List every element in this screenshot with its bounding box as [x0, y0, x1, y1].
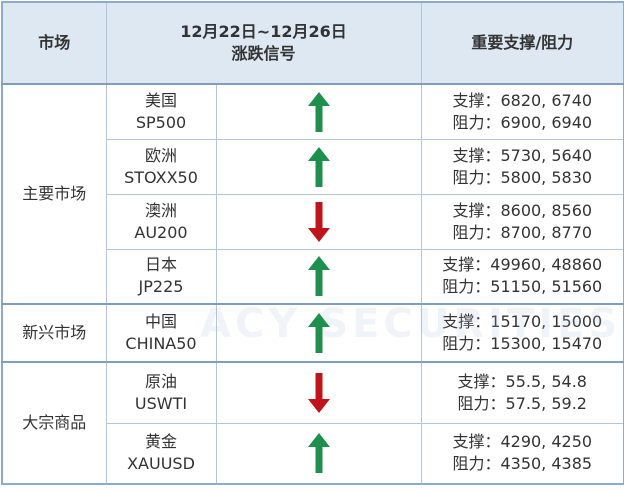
market-code: SP500 — [135, 112, 187, 132]
signal-arrow — [307, 256, 330, 297]
signal-cell — [215, 193, 422, 250]
market-name: 美国 — [144, 90, 177, 110]
market-code: XAUUSD — [127, 454, 195, 474]
market-name: 中国 — [144, 312, 177, 331]
market-code: STOXX50 — [124, 167, 198, 187]
market-name: 黄金 — [144, 432, 177, 452]
support: 支撑：49960, 48860 — [442, 255, 603, 275]
levels-cell: 支撑：15170, 15000 阻力：15300, 15470 — [420, 303, 624, 363]
signal-cell — [215, 83, 422, 140]
levels-cell: 支撑：6820, 6740 阻力：6900, 6940 — [420, 83, 624, 140]
support: 支撑：55.5, 54.8 — [457, 371, 587, 391]
support: 支撑：5730, 5640 — [452, 145, 593, 165]
support: 支撑：8600, 8560 — [452, 200, 593, 220]
signal-arrow — [307, 146, 330, 187]
header-period: 12月22日~12月26日 — [180, 22, 347, 41]
row: 大宗商品 原油 USWTI 支撑：55.5, 54.8 阻力：57.5, 59.2 — [1, 361, 624, 485]
group-name: 主要市场 — [1, 83, 107, 305]
market-name: 澳洲 — [144, 200, 177, 220]
support: 支撑：4290, 4250 — [452, 432, 593, 452]
market-cell: 黄金 XAUUSD — [105, 422, 217, 485]
market-name: 原油 — [144, 371, 177, 391]
market-cell: 美国 SP500 — [105, 83, 217, 140]
header-signal: 12月22日~12月26日 涨跌信号 — [105, 1, 422, 85]
row: 澳洲 AU200 支撑：8600, 8560 阻力：8700, 8770 — [2, 193, 624, 250]
resistance: 阻力：8700, 8770 — [452, 222, 593, 242]
market-name: 日本 — [144, 255, 177, 275]
signal-arrow — [307, 91, 330, 132]
signal-cell — [215, 422, 422, 485]
signal-arrow — [307, 372, 330, 413]
signal-arrow — [307, 433, 330, 474]
levels-cell: 支撑：8600, 8560 阻力：8700, 8770 — [420, 193, 624, 250]
group-name: 新兴市场 — [1, 303, 107, 363]
resistance: 阻力：15300, 15470 — [442, 334, 603, 353]
signal-arrow — [307, 313, 330, 353]
header-row: 市场 12月22日~12月26日 涨跌信号 重要支撑/阻力 — [1, 1, 624, 85]
resistance: 阻力：6900, 6940 — [452, 112, 593, 132]
signal-arrow — [307, 201, 330, 242]
resistance: 阻力：57.5, 59.2 — [457, 393, 587, 413]
levels-cell: 支撑：5730, 5640 阻力：5800, 5830 — [420, 138, 624, 195]
signal-cell — [215, 248, 422, 305]
group-name: 大宗商品 — [1, 361, 107, 485]
levels-cell: 支撑：55.5, 54.8 阻力：57.5, 59.2 — [420, 361, 624, 424]
market-code: AU200 — [134, 222, 188, 242]
support: 支撑：15170, 15000 — [442, 312, 603, 331]
market-cell: 中国 CHINA50 — [105, 303, 217, 363]
row: 日本 JP225 支撑：49960, 48860 阻力：51150, 51560 — [2, 248, 624, 305]
market-code: JP225 — [138, 277, 184, 297]
levels-cell: 支撑：49960, 48860 阻力：51150, 51560 — [420, 248, 624, 305]
market-cell: 澳洲 AU200 — [105, 193, 217, 250]
market-code: USWTI — [134, 393, 188, 413]
header-signal-label: 涨跌信号 — [231, 44, 296, 63]
resistance: 阻力：4350, 4385 — [452, 454, 593, 474]
row: 主要市场 美国 SP500 支撑：6820, 6740 阻力：6900, 6940 — [1, 83, 624, 305]
market-code: CHINA50 — [125, 334, 197, 353]
resistance: 阻力：51150, 51560 — [442, 277, 603, 297]
market-cell: 欧洲 STOXX50 — [105, 138, 217, 195]
market-cell: 原油 USWTI — [105, 361, 217, 424]
market-cell: 日本 JP225 — [105, 248, 217, 305]
header-levels: 重要支撑/阻力 — [420, 1, 624, 85]
levels-cell: 支撑：4290, 4250 阻力：4350, 4385 — [420, 422, 624, 485]
signal-cell — [215, 138, 422, 195]
header-market: 市场 — [1, 1, 107, 85]
row: 黄金 XAUUSD 支撑：4290, 4250 阻力：4350, 4385 — [2, 422, 624, 485]
row: 新兴市场 中国 CHINA50 支撑：15170, 15000 阻力：15300, 15… — [1, 303, 624, 363]
support: 支撑：6820, 6740 — [452, 90, 593, 110]
signal-cell — [215, 361, 422, 424]
signal-cell — [215, 303, 422, 363]
resistance: 阻力：5800, 5830 — [452, 167, 593, 187]
market-name: 欧洲 — [144, 145, 177, 165]
